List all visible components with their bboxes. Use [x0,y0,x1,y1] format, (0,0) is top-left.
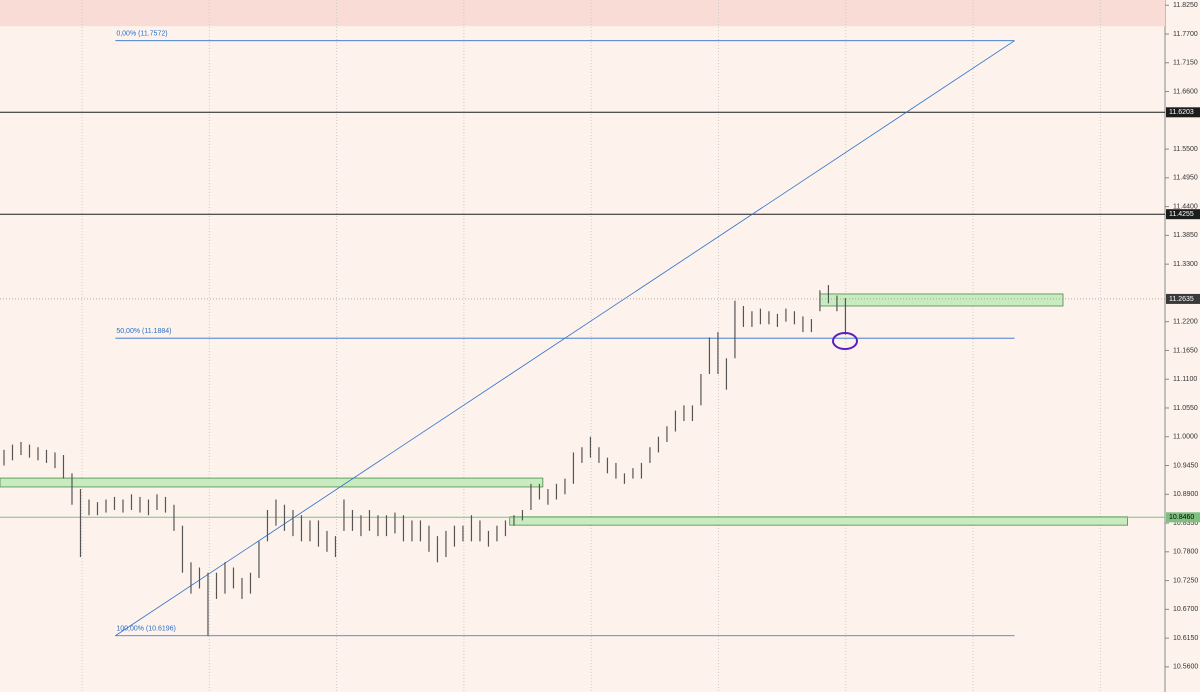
y-tick-label: 10.6700 [1173,606,1198,613]
y-tick-label: 11.4400 [1173,203,1198,210]
y-tick-label: 10.8900 [1173,491,1198,498]
y-tick-label: 11.7700 [1173,31,1198,38]
y-tick-label: 11.7150 [1173,60,1198,67]
y-tick-label: 11.3850 [1173,232,1198,239]
y-tick-label: 10.6150 [1173,635,1198,642]
y-tick-label: 10.9450 [1173,462,1198,469]
y-tick-label: 11.5500 [1173,146,1198,153]
fib-label: 0,00% (11.7572) [116,31,167,38]
fib-label: 50,00% (11.1884) [116,328,171,335]
price-tag-label: 10.8460 [1169,514,1194,521]
price-tag [1166,209,1200,220]
zone [0,477,544,488]
y-tick-label: 10.8350 [1173,520,1198,527]
zone [509,516,1129,526]
top-band [0,0,1165,27]
zone [819,293,1064,307]
y-tick-label: 11.6600 [1173,88,1198,95]
y-tick-label: 11.0000 [1173,434,1198,441]
y-tick-label: 10.7250 [1173,577,1198,584]
price-tag-label: 11.6203 [1169,109,1194,116]
price-tag [1166,512,1200,523]
y-tick-label: 10.5600 [1173,664,1198,671]
price-tag-label: 11.4255 [1169,211,1194,218]
y-tick-label: 11.2200 [1173,319,1198,326]
price-tag [1166,293,1200,304]
price-tag-label: 11.2635 [1169,296,1194,303]
circle-annotation [832,332,858,350]
y-tick-label: 11.1100 [1173,376,1197,383]
y-tick-label: 11.3300 [1173,261,1198,268]
y-tick-label: 11.4950 [1173,175,1198,182]
y-tick-label: 11.8250 [1173,2,1198,9]
y-tick-label: 10.7800 [1173,549,1198,556]
y-tick-label: 11.1650 [1173,347,1198,354]
price-tag [1166,107,1200,118]
fib-label: 100,00% (10.6196) [116,626,176,633]
y-tick-label: 11.0550 [1173,405,1198,412]
